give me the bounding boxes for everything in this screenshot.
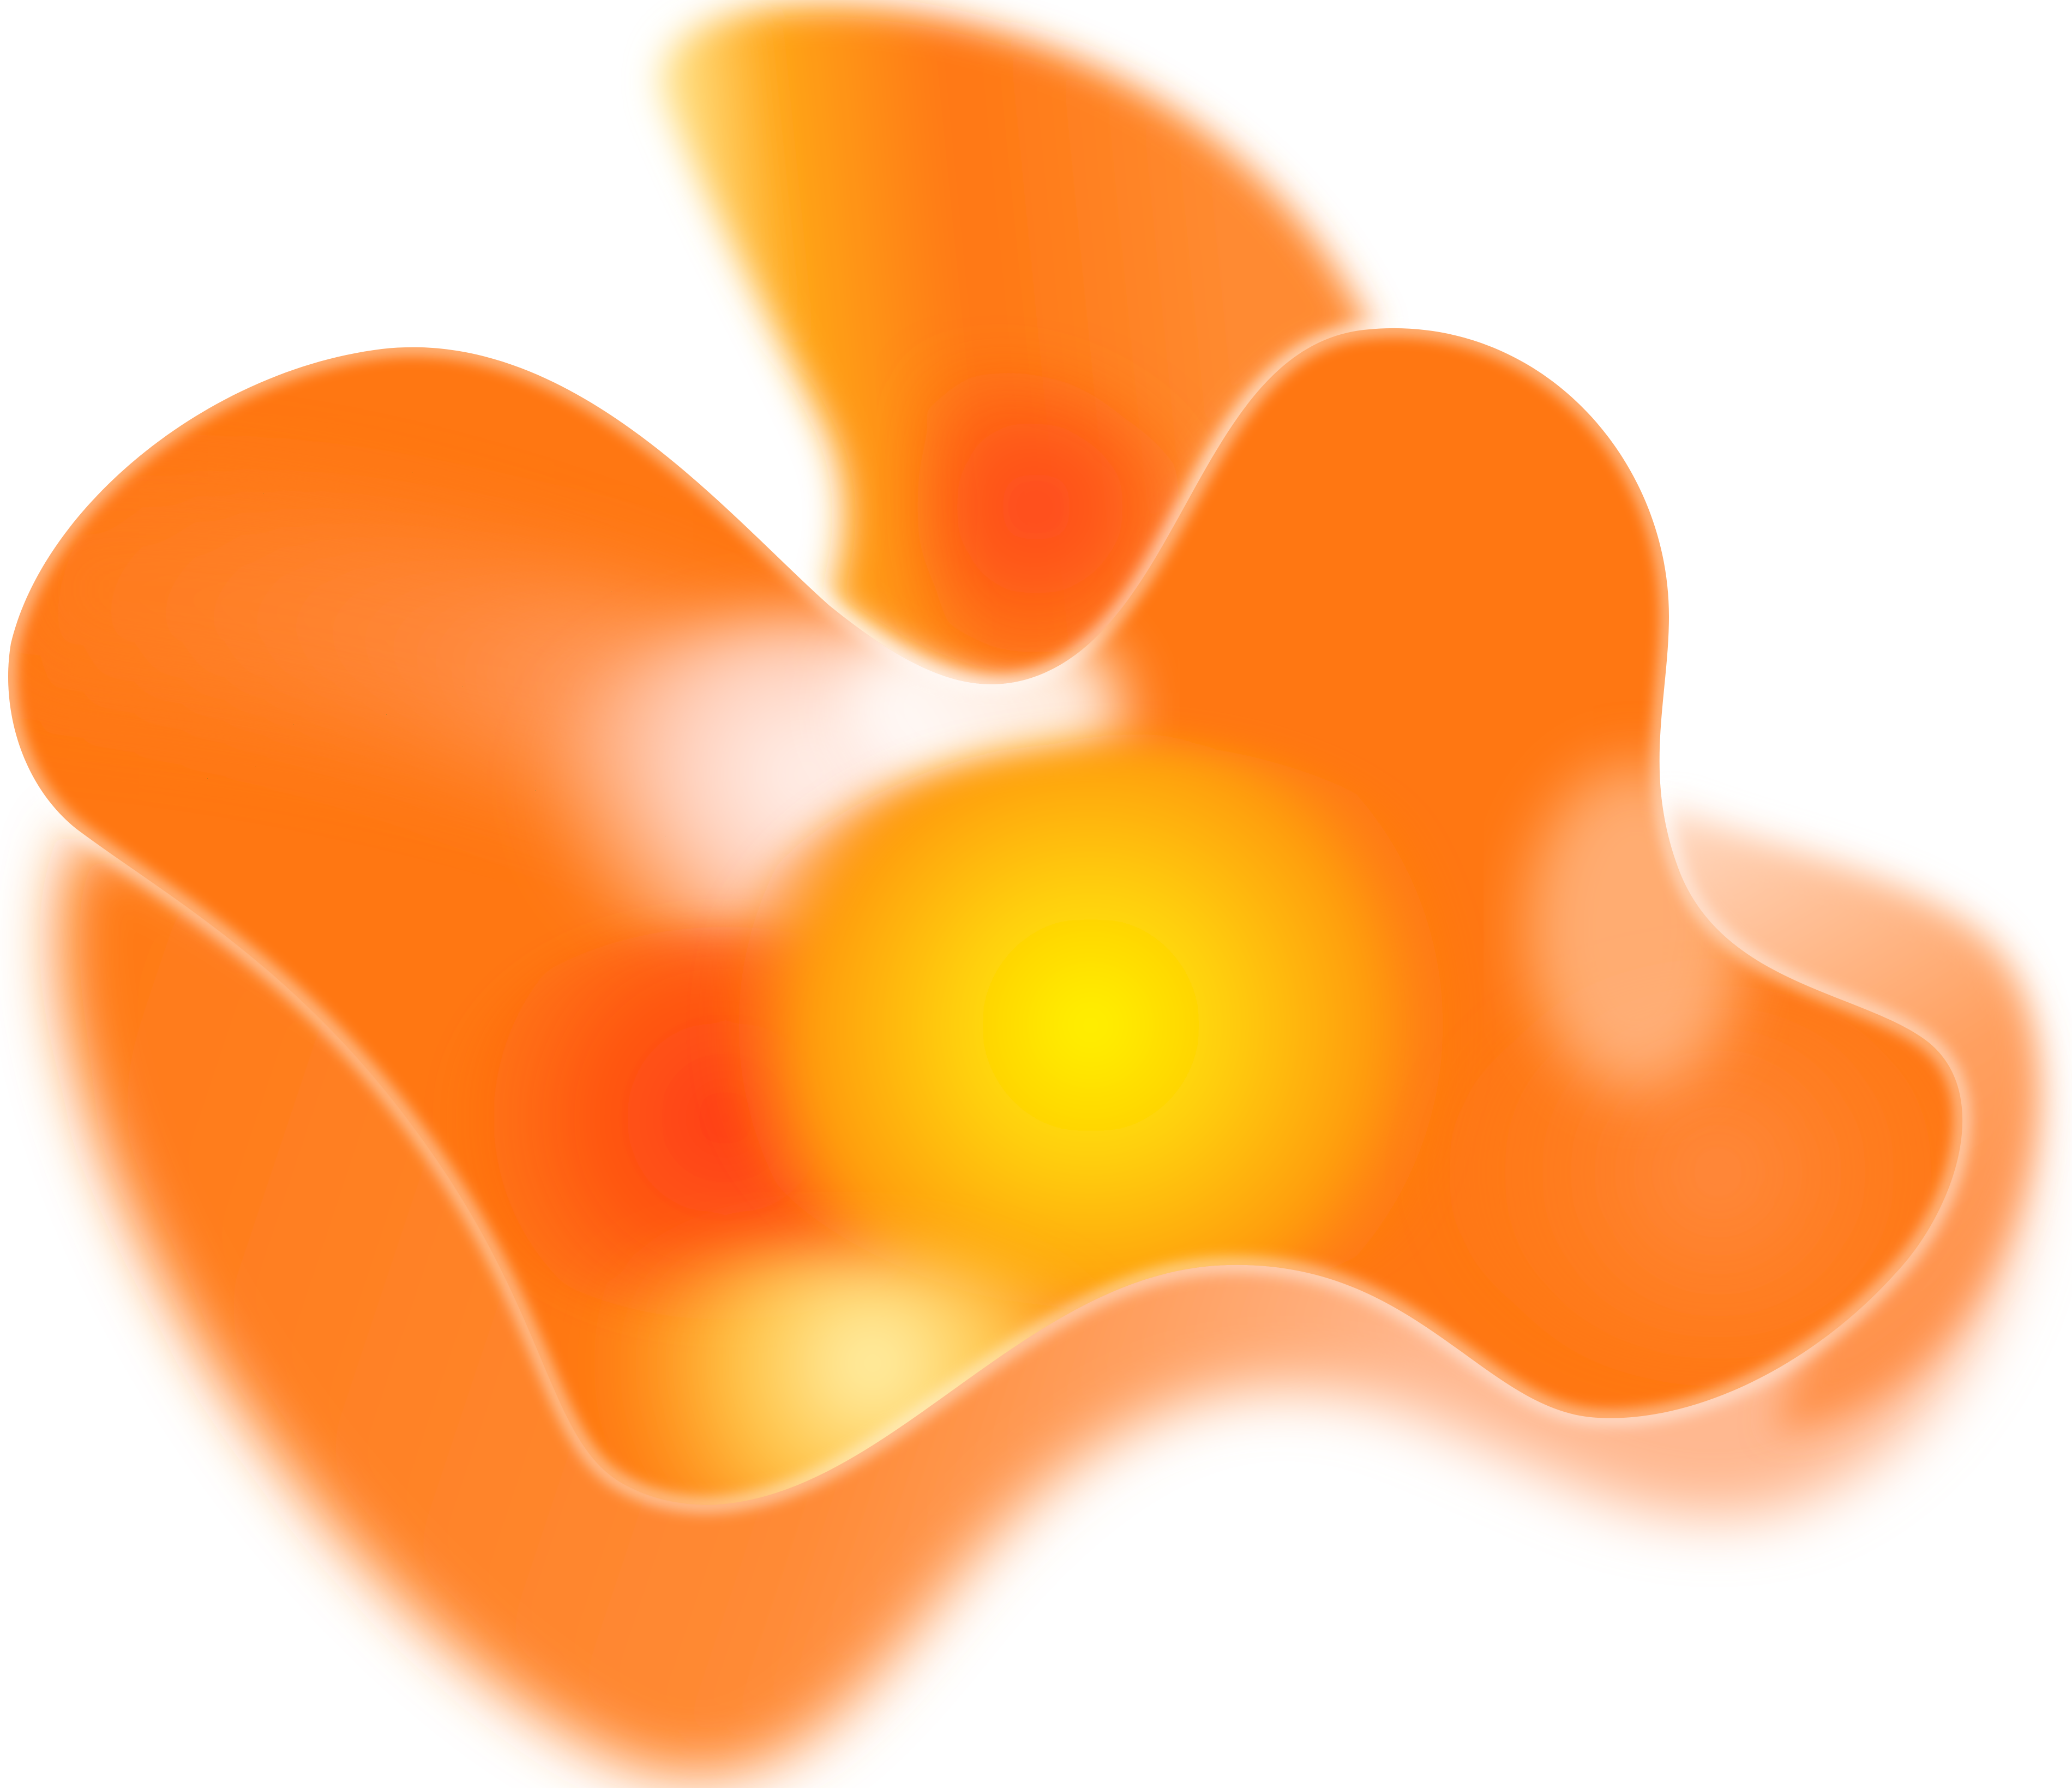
top-petal [661, 5, 1374, 683]
top-petal-core [927, 372, 1179, 677]
